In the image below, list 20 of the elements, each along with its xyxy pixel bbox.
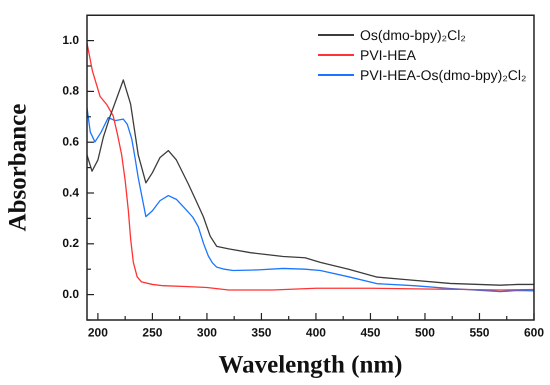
y-tick-label: 0.2 <box>62 236 80 250</box>
x-tick-label: 450 <box>360 326 381 340</box>
y-tick-label: 0.4 <box>62 185 80 200</box>
text: 0.0 <box>62 286 79 301</box>
x-tick-label: 500 <box>414 326 436 340</box>
x-axis-title: Wavelength (nm) <box>218 351 403 378</box>
legend-label: PVI-HEA-Os(dmo-bpy)₂Cl₂ <box>360 67 526 84</box>
y-axis-title: Absorbance <box>4 104 32 232</box>
text: 1.0 <box>62 32 79 47</box>
x-tick-label: 250 <box>142 326 163 340</box>
x-tick-label: 200 <box>88 326 108 340</box>
y-tick-label: 0.8 <box>62 84 80 98</box>
x-tick-label: 600 <box>524 326 544 340</box>
y-tick-label: 0.6 <box>62 134 80 149</box>
legend-label: Os(dmo-bpy)₂Cl₂ <box>360 27 466 44</box>
legend-label: PVI-HEA <box>360 47 416 64</box>
x-tick-label: 350 <box>251 326 272 340</box>
x-tick-label: 550 <box>469 326 490 340</box>
x-tick-label: 400 <box>306 326 326 340</box>
x-tick-label: 300 <box>196 326 218 340</box>
